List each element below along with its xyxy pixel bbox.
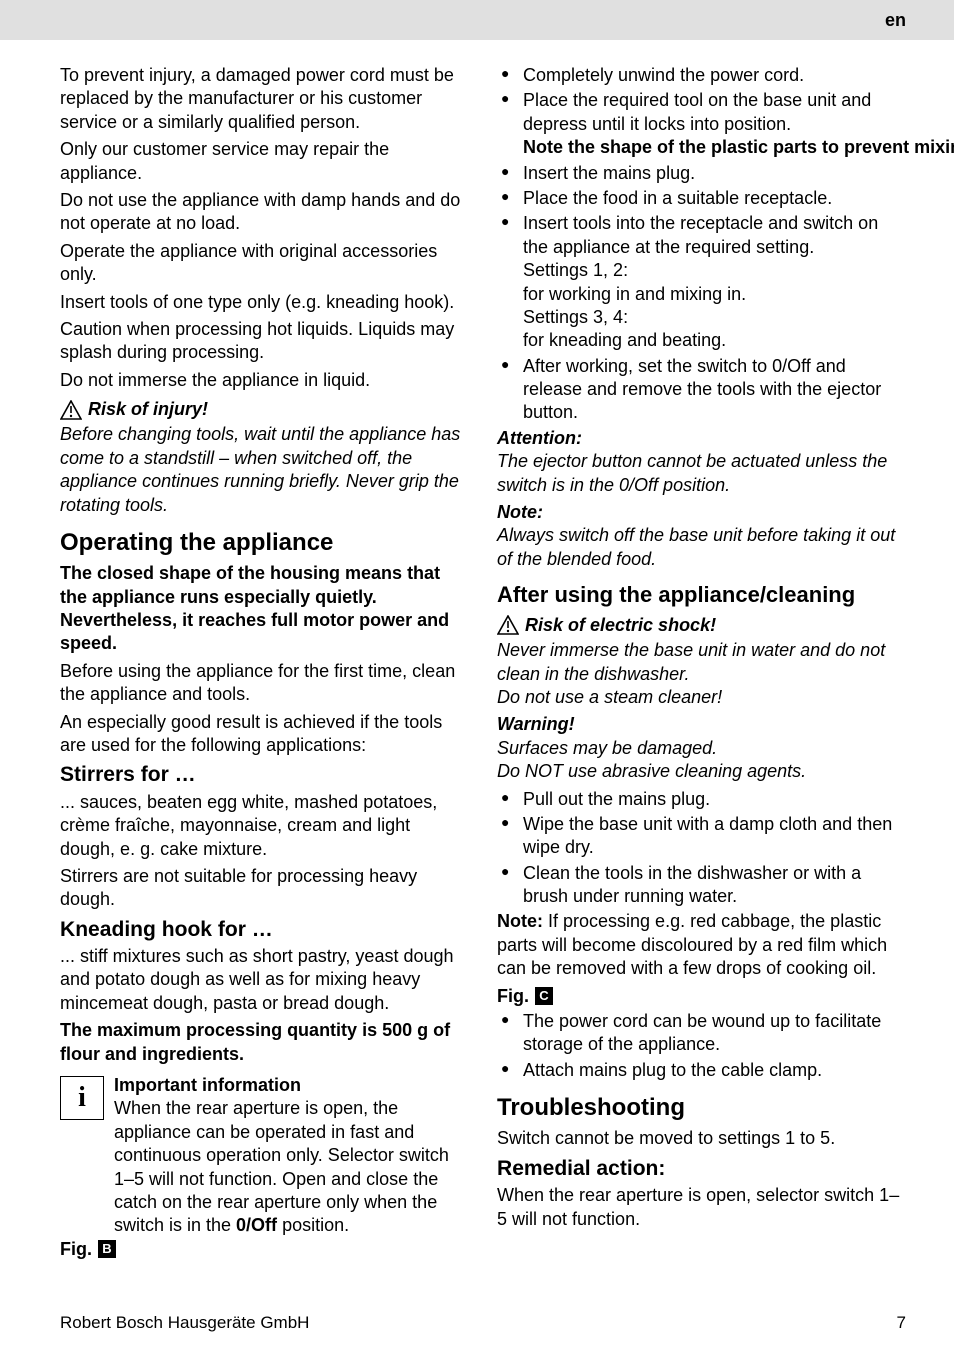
page-number: 7: [897, 1312, 906, 1334]
footer-left: Robert Bosch Hausgeräte GmbH: [60, 1312, 309, 1334]
list-item: Wipe the base unit with a damp cloth and…: [497, 813, 906, 860]
fig-b-label: Fig.: [60, 1238, 92, 1261]
intro-p5: Insert tools of one type only (e.g. knea…: [60, 291, 469, 314]
note2-rest: If processing e.g. red cabbage, the plas…: [497, 911, 887, 978]
risk-shock-b1: Never immerse the base unit in water and…: [497, 639, 906, 686]
warning-triangle-icon: [497, 615, 519, 635]
operating-title: Operating the appliance: [60, 527, 469, 558]
info-body-2: position.: [277, 1215, 349, 1235]
language-bar: en: [0, 0, 954, 40]
list-item: After working, set the switch to 0/Off a…: [497, 355, 906, 425]
kneading-p1: ... stiff mixtures such as short pastry,…: [60, 945, 469, 1015]
risk-injury-body: Before changing tools, wait until the ap…: [60, 423, 469, 517]
risk-shock-label: Risk of electric shock!: [525, 614, 716, 637]
fig-c-label: Fig.: [497, 985, 529, 1008]
operating-p1: Before using the appliance for the first…: [60, 660, 469, 707]
important-info-box: i Important information When the rear ap…: [60, 1074, 469, 1238]
risk-shock-b2: Do not use a steam cleaner!: [497, 686, 906, 709]
remedial-h: Remedial action:: [497, 1155, 906, 1182]
attention-b: The ejector button cannot be actuated un…: [497, 450, 906, 497]
intro-p6: Caution when processing hot liquids. Liq…: [60, 318, 469, 365]
stirrers-p1: ... sauces, beaten egg white, mashed pot…: [60, 791, 469, 861]
list-item: Attach mains plug to the cable clamp.: [497, 1059, 906, 1082]
fig-b-row: Fig. B: [60, 1238, 469, 1261]
fig-c-list: The power cord can be wound up to facili…: [497, 1010, 906, 1082]
fig-c-row: Fig. C: [497, 985, 906, 1008]
risk-injury-label: Risk of injury!: [88, 398, 208, 421]
fig-b-letter: B: [98, 1240, 116, 1258]
info-body-bold: 0/Off: [236, 1215, 277, 1235]
risk-shock-heading: Risk of electric shock!: [497, 614, 906, 637]
intro-p3: Do not use the appliance with damp hands…: [60, 189, 469, 236]
note2-bold: Note:: [497, 911, 543, 931]
warning-b2: Do NOT use abrasive cleaning agents.: [497, 760, 906, 783]
language-label: en: [885, 10, 906, 30]
intro-p2: Only our customer service may repair the…: [60, 138, 469, 185]
list-item: Insert tools into the receptacle and swi…: [497, 212, 906, 352]
list-item: The power cord can be wound up to facili…: [497, 1010, 906, 1057]
operating-lead: The closed shape of the housing means th…: [60, 562, 469, 656]
note2: Note: If processing e.g. red cabbage, th…: [497, 910, 906, 980]
list-item: Place the required tool on the base unit…: [497, 89, 906, 159]
stirrers-p2: Stirrers are not suitable for processing…: [60, 865, 469, 912]
note-h: Note:: [497, 501, 906, 524]
warning-triangle-icon: [60, 400, 82, 420]
info-icon: i: [60, 1076, 104, 1120]
info-body: When the rear aperture is open, the appl…: [114, 1097, 469, 1237]
warning-h: Warning!: [497, 713, 906, 736]
operating-p2: An especially good result is achieved if…: [60, 711, 469, 758]
warning-b1: Surfaces may be damaged.: [497, 737, 906, 760]
troubleshooting-title: Troubleshooting: [497, 1092, 906, 1123]
note-b: Always switch off the base unit before t…: [497, 524, 906, 571]
kneading-heading: Kneading hook for …: [60, 916, 469, 943]
list-item: Insert the mains plug.: [497, 162, 906, 185]
bold-pre: Note the shape of the plastic parts to p…: [523, 137, 954, 157]
clean-list: Pull out the mains plug. Wipe the base u…: [497, 788, 906, 909]
info-heading: Important information: [114, 1074, 469, 1097]
attention-h: Attention:: [497, 427, 906, 450]
list-item: Pull out the mains plug.: [497, 788, 906, 811]
remedial-b: When the rear aperture is open, selector…: [497, 1184, 906, 1231]
trouble-p1: Switch cannot be moved to settings 1 to …: [497, 1127, 906, 1150]
list-item: Completely unwind the power cord.: [497, 64, 906, 87]
page-content: To prevent injury, a damaged power cord …: [0, 40, 954, 1280]
intro-p4: Operate the appliance with original acce…: [60, 240, 469, 287]
risk-injury-heading: Risk of injury!: [60, 398, 469, 421]
list-item-text: Place the required tool on the base unit…: [523, 90, 871, 133]
list-item: Clean the tools in the dishwasher or wit…: [497, 862, 906, 909]
footer: Robert Bosch Hausgeräte GmbH 7: [60, 1312, 906, 1334]
list-item: Place the food in a suitable receptacle.: [497, 187, 906, 210]
intro-p1: To prevent injury, a damaged power cord …: [60, 64, 469, 134]
fig-b-list: Completely unwind the power cord. Place …: [497, 64, 906, 425]
list-item-bold: Note the shape of the plastic parts to p…: [523, 137, 954, 157]
intro-p7: Do not immerse the appliance in liquid.: [60, 369, 469, 392]
after-title: After using the appliance/cleaning: [497, 581, 906, 610]
fig-c-letter: C: [535, 987, 553, 1005]
stirrers-heading: Stirrers for …: [60, 761, 469, 788]
max-quantity: The maximum processing quantity is 500 g…: [60, 1019, 469, 1066]
